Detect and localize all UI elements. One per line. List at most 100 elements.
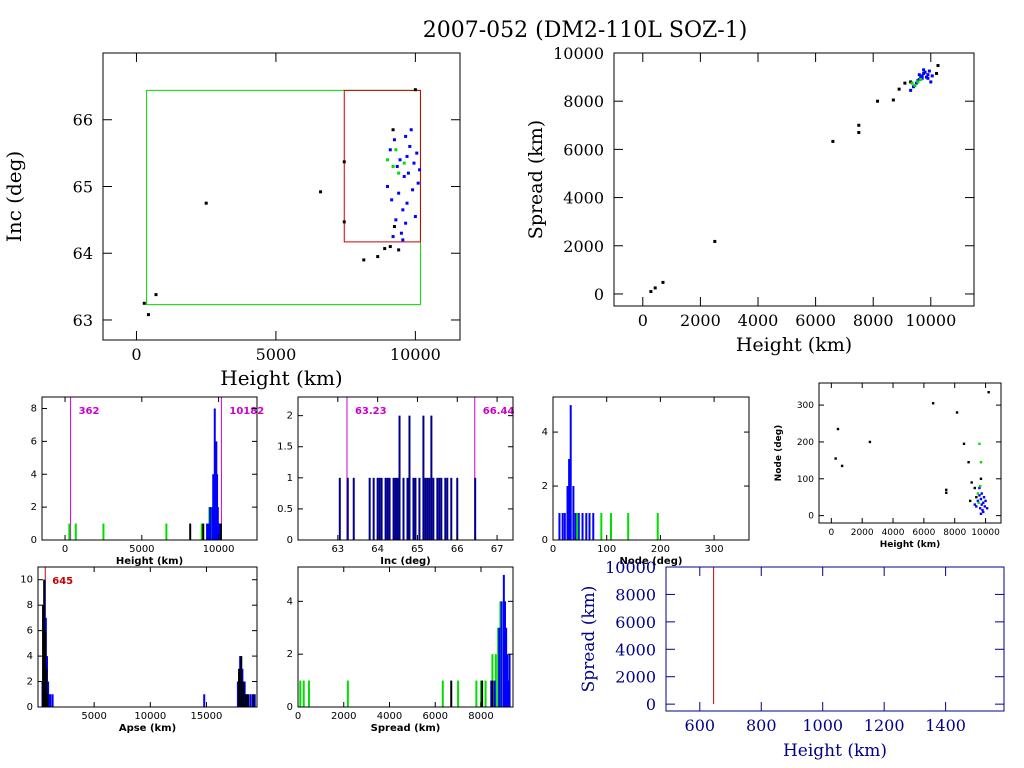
x-tick-label: 1400 (925, 716, 966, 735)
x-tick-label: 10000 (134, 711, 166, 722)
axes-frame (552, 396, 750, 541)
data-point (388, 148, 392, 152)
data-point (976, 499, 980, 503)
data-point (979, 461, 983, 464)
data-point (978, 486, 981, 490)
data-point (391, 235, 395, 239)
data-point (979, 512, 983, 515)
x-tick-label: 8000 (943, 528, 966, 538)
chart-apse_hist: 645 5000 10000 15000 0 2 4 6 8 10 Apse (km) (20, 566, 258, 734)
data-point (653, 286, 657, 290)
data-point (973, 486, 976, 490)
chart-inc_hist: 63.23 66.44 63 64 65 66 67 0 0.5 1 1.5 2 Inc (deg) (277, 396, 514, 567)
y-tick-label: 0 (31, 535, 37, 546)
y-tick-label: 0 (646, 695, 656, 714)
y-tick-label: 0.5 (277, 504, 293, 515)
data-point (418, 168, 422, 172)
data-point (395, 164, 399, 168)
x-tick-label: 6000 (795, 311, 836, 330)
data-point (984, 499, 987, 503)
y-tick-label: 100 (797, 475, 814, 485)
x-tick-label: 0 (828, 528, 834, 538)
y-tick-label: 2000 (615, 668, 656, 687)
data-point (973, 503, 976, 506)
data-point (968, 499, 972, 503)
data-point (399, 231, 403, 235)
data-point (413, 88, 417, 92)
x-tick-label: 8000 (853, 311, 894, 330)
data-point (376, 255, 380, 259)
selection-box-red (343, 89, 421, 243)
chart-spread_hist: 0 2000 4000 6000 8000 0 2 4 Spread (km) (287, 566, 514, 734)
data-point (401, 238, 405, 242)
data-point (415, 151, 419, 155)
x-tick-label: 300 (705, 544, 724, 555)
x-axis-label: Inc (deg) (380, 556, 431, 567)
data-point (401, 208, 405, 212)
data-point (983, 505, 987, 508)
y-tick-label: 6000 (615, 613, 656, 632)
data-point (383, 247, 387, 251)
data-point (319, 190, 323, 194)
x-tick-label: 10000 (390, 345, 441, 364)
data-point (897, 87, 901, 91)
data-point (661, 280, 665, 284)
y-tick-label: 2 (31, 502, 37, 513)
data-point (840, 464, 844, 468)
data-point (876, 99, 880, 103)
y-tick-label: 63 (73, 311, 93, 330)
y-tick-label: 1 (287, 473, 293, 484)
axes-frame (613, 52, 975, 307)
y-tick-label: 2000 (563, 237, 604, 256)
marker-label: 362 (79, 406, 100, 417)
data-point (967, 461, 970, 464)
x-axis-label: Height (km) (116, 556, 183, 567)
data-point (985, 507, 989, 510)
y-tick-label: 8000 (615, 585, 656, 604)
data-point (980, 492, 983, 495)
data-point (857, 131, 861, 135)
x-tick-label: 6000 (912, 528, 935, 538)
data-point (649, 290, 653, 294)
data-point (910, 81, 914, 85)
data-point (397, 191, 401, 195)
data-point (970, 481, 973, 484)
x-tick-label: 0 (295, 711, 301, 722)
data-point (975, 496, 978, 499)
data-point (388, 245, 392, 249)
x-tick-label: 10000 (905, 311, 956, 330)
data-point (982, 496, 986, 499)
data-point (987, 391, 990, 394)
x-tick-label: 63 (331, 544, 344, 555)
plot-area (142, 88, 422, 317)
data-point (982, 510, 985, 514)
data-point (390, 198, 394, 202)
y-tick-label: 4 (542, 427, 548, 438)
data-point (975, 505, 978, 508)
data-point (836, 427, 840, 431)
x-axis-label: Height (km) (736, 334, 852, 356)
data-point (926, 76, 930, 80)
x-tick-label: 0 (131, 345, 141, 364)
figure-title: 2007-052 (DM2-110L SOZ-1) (423, 18, 748, 43)
x-tick-label: 6000 (423, 711, 448, 722)
data-point (391, 164, 395, 168)
x-tick-label: 65 (411, 544, 424, 555)
data-point (955, 411, 959, 414)
data-point (919, 78, 923, 82)
y-axis-label: Node (deg) (774, 425, 784, 482)
y-tick-label: 4000 (615, 640, 656, 659)
y-tick-label: 2 (287, 649, 293, 660)
marker-label: 10182 (229, 406, 264, 417)
data-point (981, 508, 984, 512)
x-tick-label: 0 (550, 544, 556, 555)
x-tick-label: 4000 (882, 528, 905, 538)
data-point (362, 258, 366, 262)
data-point (978, 507, 982, 510)
data-point (342, 220, 346, 224)
data-point (979, 477, 983, 480)
x-tick-label: 600 (685, 716, 716, 735)
data-point (402, 174, 406, 178)
y-tick-label: 65 (73, 177, 93, 196)
